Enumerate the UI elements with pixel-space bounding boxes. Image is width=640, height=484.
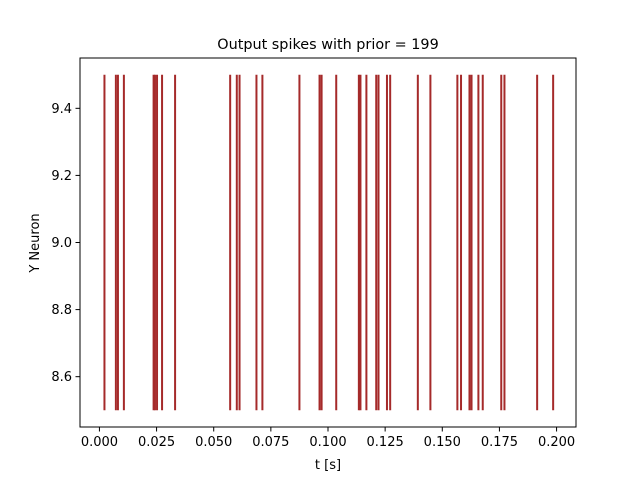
x-axis-label: t [s] [315, 458, 341, 473]
chart-title: Output spikes with prior = 199 [217, 37, 439, 53]
y-tick-label: 9.0 [51, 236, 72, 251]
y-tick-label: 8.6 [51, 370, 72, 385]
x-tick-label: 0.175 [481, 435, 518, 450]
x-tick-label: 0.050 [195, 435, 232, 450]
spikes-layer [103, 74, 555, 411]
axes-layer: 0.000 0.025 0.050 0.075 0.100 0.125 0.150 0.175… [51, 57, 577, 450]
y-tick-label: 9.2 [51, 169, 72, 184]
x-tick-label: 0.150 [424, 435, 461, 450]
x-tick-label: 0.025 [138, 435, 175, 450]
y-tick-label: 9.4 [51, 102, 72, 117]
x-tick-label: 0.000 [81, 435, 118, 450]
x-tick-label: 0.200 [538, 435, 575, 450]
y-axis-label: Y Neuron [28, 213, 43, 273]
x-tick-label: 0.125 [367, 435, 404, 450]
x-tick-label: 0.075 [252, 435, 289, 450]
y-tick-label: 8.8 [51, 303, 72, 318]
x-tick-label: 0.100 [309, 435, 346, 450]
